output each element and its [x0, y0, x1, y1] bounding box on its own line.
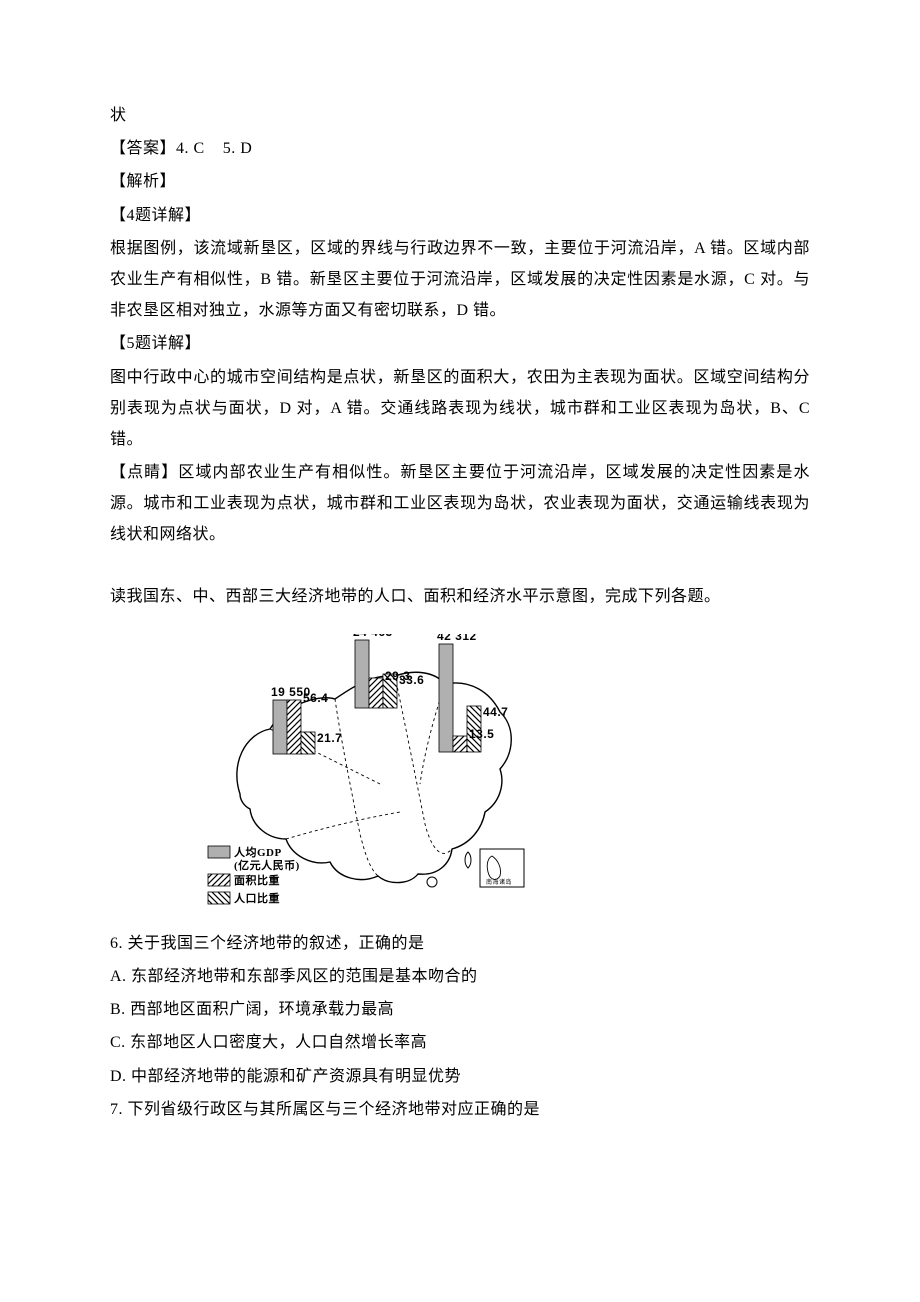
- china-economic-zones-figure: 南海诸岛19 55056.421.724 46329.333.642 31213…: [200, 634, 530, 906]
- svg-text:56.4: 56.4: [303, 691, 328, 705]
- q6-option-b: B. 西部地区面积广阔，环境承载力最高: [110, 994, 810, 1025]
- svg-text:南海诸岛: 南海诸岛: [486, 878, 512, 886]
- analysis-label: 【解析】: [110, 166, 810, 197]
- svg-text:42 312: 42 312: [437, 634, 477, 643]
- svg-text:33.6: 33.6: [399, 673, 424, 687]
- q4-explanation: 根据图例，该流域新垦区，区域的界线与行政边界不一致，主要位于河流沿岸，A 错。区…: [110, 233, 810, 327]
- q4-label: 【4题详解】: [110, 200, 810, 231]
- svg-text:21.7: 21.7: [317, 731, 342, 745]
- answer-4: 4. C: [176, 140, 205, 157]
- svg-text:24 463: 24 463: [353, 634, 393, 639]
- svg-text:人口比重: 人口比重: [234, 891, 280, 905]
- hint-label: 【点睛】: [110, 464, 178, 481]
- svg-text:44.7: 44.7: [483, 705, 508, 719]
- answer-line: 【答案】4. C 5. D: [110, 133, 810, 164]
- hint: 【点睛】区域内部农业生产有相似性。新垦区主要位于河流沿岸，区域发展的决定性因素是…: [110, 457, 810, 551]
- intro: 读我国东、中、西部三大经济地带的人口、面积和经济水平示意图，完成下列各题。: [110, 581, 810, 612]
- q5-label: 【5题详解】: [110, 328, 810, 359]
- svg-text:人均GDP: 人均GDP: [234, 845, 282, 859]
- q6-option-a: A. 东部经济地带和东部季风区的范围是基本吻合的: [110, 961, 810, 992]
- svg-text:面积比重: 面积比重: [234, 873, 280, 887]
- document-page: 状 【答案】4. C 5. D 【解析】 【4题详解】 根据图例，该流域新垦区，…: [0, 0, 920, 1302]
- q5-explanation: 图中行政中心的城市空间结构是点状，新垦区的面积大，农田为主表现为面状。区域空间结…: [110, 362, 810, 456]
- hint-text: 区域内部农业生产有相似性。新垦区主要位于河流沿岸，区域发展的决定性因素是水源。城…: [110, 464, 810, 543]
- svg-text:(亿元人民币): (亿元人民币): [234, 858, 300, 872]
- q6-option-d: D. 中部经济地带的能源和矿产资源具有明显优势: [110, 1061, 810, 1092]
- q7-stem: 7. 下列省级行政区与其所属区与三个经济地带对应正确的是: [110, 1094, 810, 1125]
- answer-label: 【答案】: [110, 140, 176, 157]
- fragment-line: 状: [110, 100, 810, 131]
- q6-stem: 6. 关于我国三个经济地带的叙述，正确的是: [110, 928, 810, 959]
- answer-5: 5. D: [223, 140, 253, 157]
- svg-text:13.5: 13.5: [469, 727, 494, 741]
- q6-option-c: C. 东部地区人口密度大，人口自然增长率高: [110, 1027, 810, 1058]
